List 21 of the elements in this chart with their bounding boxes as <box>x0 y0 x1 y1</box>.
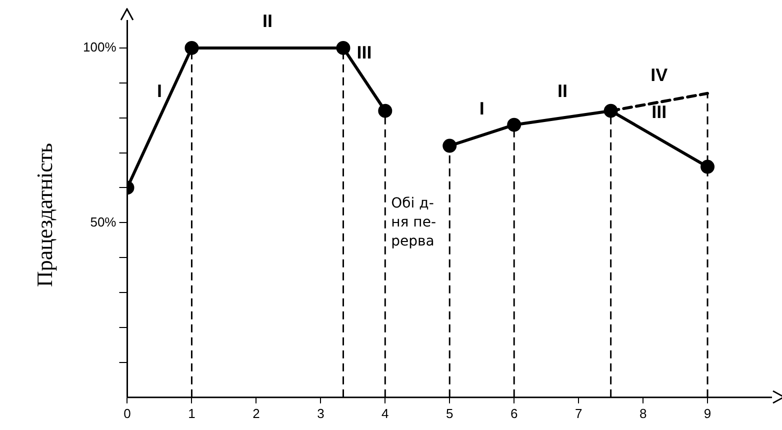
y-tick-label: 50% <box>90 214 117 230</box>
annotation: III <box>356 42 372 62</box>
annotation: IV <box>650 65 668 86</box>
y-axis-title: Працездатність <box>32 142 58 288</box>
annotation: II <box>262 10 272 31</box>
annotation: Обі д- ня пе- рерва <box>391 195 436 250</box>
x-tick-label: 8 <box>639 406 647 421</box>
x-tick-label: 9 <box>704 406 712 421</box>
annotation: III <box>652 102 667 122</box>
x-tick-label: 2 <box>252 406 260 421</box>
x-tick-label: 5 <box>446 406 454 421</box>
x-tick-label: 1 <box>188 406 196 421</box>
x-tick-label: 7 <box>574 406 582 421</box>
x-tick-label: 4 <box>382 406 389 421</box>
annotation: II <box>557 80 568 101</box>
y-tick-label: 100% <box>83 40 117 55</box>
x-tick-label: 3 <box>317 406 324 421</box>
x-tick-label: 0 <box>124 406 131 421</box>
annotation: I <box>479 98 484 118</box>
annotation: I <box>156 80 162 101</box>
x-tick-label: 6 <box>510 406 518 421</box>
